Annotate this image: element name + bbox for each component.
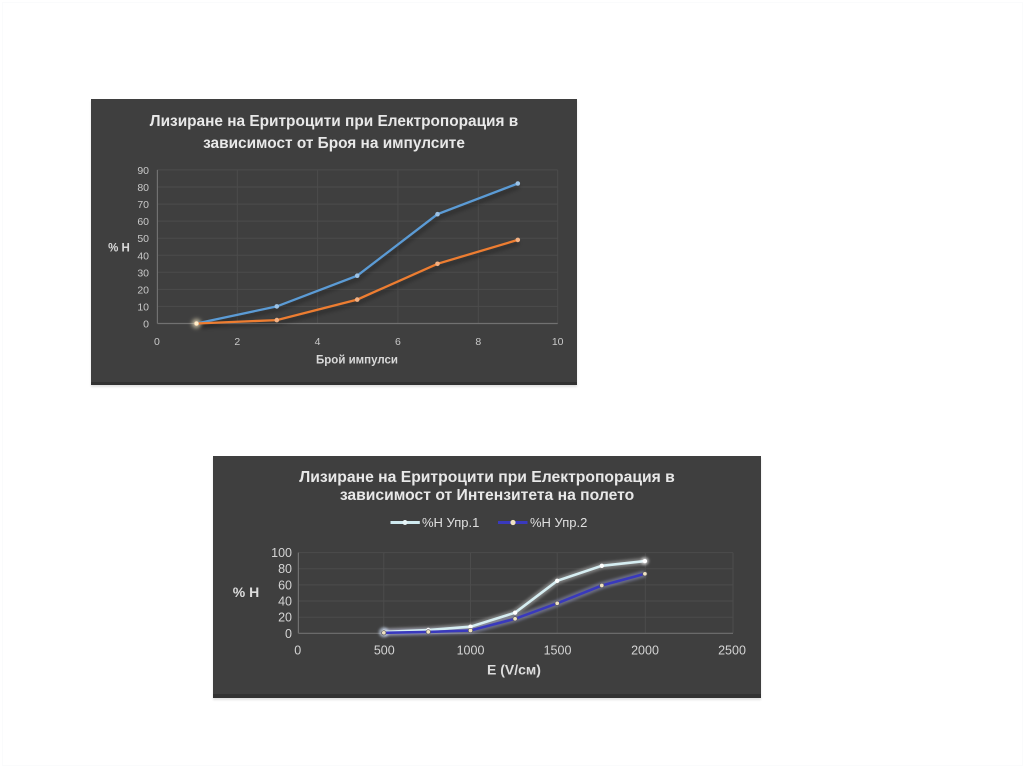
svg-text:100: 100 bbox=[271, 546, 292, 560]
svg-text:90: 90 bbox=[137, 165, 149, 177]
svg-text:60: 60 bbox=[137, 216, 149, 228]
svg-text:зависимост от Интензитета на п: зависимост от Интензитета на полето bbox=[340, 487, 634, 504]
svg-text:20: 20 bbox=[278, 611, 292, 625]
svg-text:зависимост от Броя на импулсит: зависимост от Броя на импулсите bbox=[203, 135, 465, 152]
svg-text:500: 500 bbox=[374, 644, 395, 658]
svg-text:2: 2 bbox=[234, 336, 240, 348]
svg-text:0: 0 bbox=[294, 644, 301, 658]
svg-text:1000: 1000 bbox=[457, 644, 485, 658]
svg-text:%Н Упр.1: %Н Упр.1 bbox=[422, 515, 479, 530]
svg-text:0: 0 bbox=[285, 627, 292, 641]
svg-text:8: 8 bbox=[475, 336, 481, 348]
svg-text:6: 6 bbox=[395, 336, 401, 348]
svg-text:10: 10 bbox=[137, 301, 149, 313]
svg-text:4: 4 bbox=[315, 336, 321, 348]
svg-text:1500: 1500 bbox=[544, 644, 572, 658]
svg-text:60: 60 bbox=[278, 578, 292, 592]
svg-text:Лизиране на Еритроцити при Еле: Лизиране на Еритроцити при Електропораци… bbox=[150, 113, 518, 130]
svg-text:2500: 2500 bbox=[718, 644, 746, 658]
svg-text:0: 0 bbox=[154, 336, 160, 348]
svg-text:Брой импулси: Брой импулси bbox=[316, 355, 398, 367]
svg-text:80: 80 bbox=[278, 562, 292, 576]
svg-text:%Н Упр.2: %Н Упр.2 bbox=[530, 515, 587, 530]
svg-text:% Н: % Н bbox=[108, 243, 130, 255]
svg-text:40: 40 bbox=[278, 595, 292, 609]
svg-text:40: 40 bbox=[137, 250, 149, 262]
svg-text:10: 10 bbox=[552, 336, 564, 348]
svg-text:% Н: % Н bbox=[233, 584, 259, 600]
svg-text:Е (V/см): Е (V/см) bbox=[487, 662, 541, 678]
svg-text:20: 20 bbox=[137, 284, 149, 296]
svg-text:80: 80 bbox=[137, 182, 149, 194]
svg-text:50: 50 bbox=[137, 233, 149, 245]
svg-text:2000: 2000 bbox=[631, 644, 659, 658]
svg-text:0: 0 bbox=[143, 319, 149, 331]
svg-text:30: 30 bbox=[137, 267, 149, 279]
svg-text:Лизиране на Еритроцити при Еле: Лизиране на Еритроцити при Електропораци… bbox=[299, 469, 675, 486]
svg-text:70: 70 bbox=[137, 199, 149, 211]
